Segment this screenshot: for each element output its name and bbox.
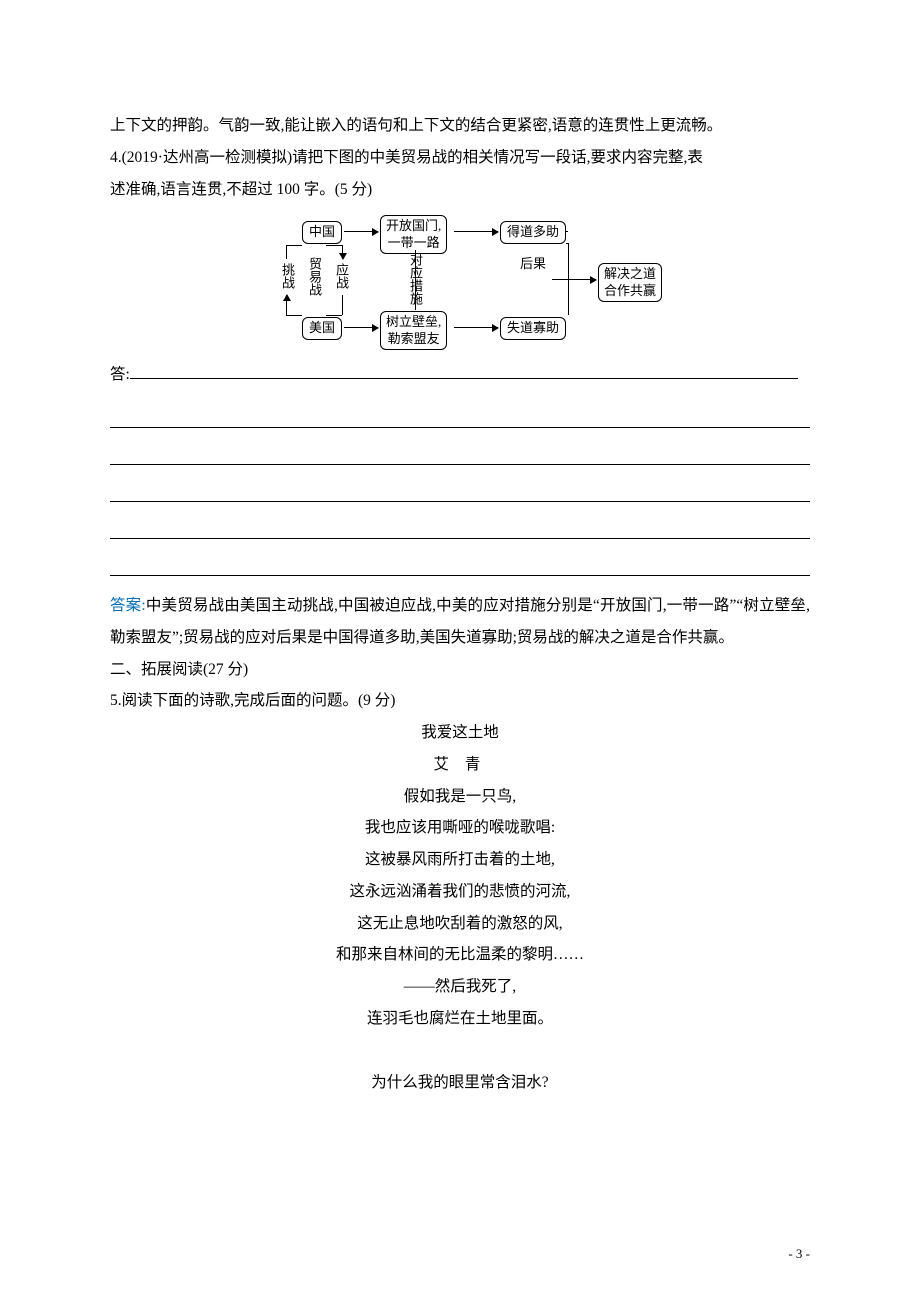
answer-line-4: [110, 475, 810, 502]
poem-line-7: 连羽毛也腐烂在土地里面。: [110, 1003, 810, 1035]
page-number: - 3 -: [788, 1246, 810, 1262]
arrow-china-open: [344, 231, 378, 232]
poem-line-4: 这无止息地吹刮着的激怒的风,: [110, 908, 810, 940]
label-challenge: 挑战: [280, 263, 294, 289]
label-tradewar: 贸易战: [307, 257, 321, 296]
arrow-usa-to-china-challenge: [286, 295, 287, 315]
q4-diagram: 中国 美国 开放国门, 一带一路 树立壁垒, 勒索盟友 得道多助 失道寡助 解决…: [250, 215, 670, 345]
q4-stem-line1: 4.(2019·达州高一检测模拟)请把下图的中美贸易战的相关情况写一段话,要求内…: [110, 142, 810, 174]
label-result-text: 后果: [520, 256, 546, 271]
q4-stem-line2: 述准确,语言连贯,不超过 100 字。(5 分): [110, 174, 810, 206]
label-respond: 应战: [334, 263, 348, 289]
arrow-result-solution: [552, 279, 596, 280]
line-result-join-bot: [568, 279, 569, 297]
node-nohelp: 失道寡助: [500, 317, 566, 339]
arrow-china-to-usa-respond: [342, 245, 343, 259]
line-right-h1: [326, 245, 342, 246]
node-solution: 解决之道 合作共赢: [598, 263, 662, 302]
line-left-h1: [286, 245, 302, 246]
line-measures-vertical: [415, 250, 416, 310]
q4-diagram-wrap: 中国 美国 开放国门, 一带一路 树立壁垒, 勒索盟友 得道多助 失道寡助 解决…: [110, 215, 810, 345]
line-help-seg: [566, 243, 568, 244]
line-left-vertical-1: [286, 245, 287, 259]
poem-line-5: 和那来自林间的无比温柔的黎明……: [110, 939, 810, 971]
poem-blank: [110, 1035, 810, 1067]
q4-answer-prefix: 答:: [110, 366, 130, 383]
answer-key-label: 答案:: [110, 597, 146, 614]
arrow-usa-wall: [344, 327, 378, 328]
poem-line-1: 我也应该用嘶哑的喉咙歌唱:: [110, 812, 810, 844]
node-open: 开放国门, 一带一路: [380, 215, 447, 254]
line-right-vertical-2: [342, 295, 343, 315]
node-solution-l2: 合作共赢: [604, 283, 656, 298]
continuation-paragraph: 上下文的押韵。气韵一致,能让嵌入的语句和上下文的结合更紧密,语意的连贯性上更流畅…: [110, 110, 810, 142]
line-help-down: [568, 243, 569, 263]
line-help-right: [566, 231, 568, 232]
section2-heading: 二、拓展阅读(27 分): [110, 654, 810, 686]
poem-line-6: ——然后我死了,: [110, 971, 810, 1003]
poem-line-b0: 为什么我的眼里常含泪水?: [110, 1067, 810, 1099]
answer-line-3: [110, 438, 810, 465]
poem-title: 我爱这土地: [110, 717, 810, 749]
poem-line-3: 这永远汹涌着我们的悲愤的河流,: [110, 876, 810, 908]
document-page: 上下文的押韵。气韵一致,能让嵌入的语句和上下文的结合更紧密,语意的连贯性上更流畅…: [0, 0, 920, 1302]
poem-line-0: 假如我是一只鸟,: [110, 781, 810, 813]
q4-answer-key: 答案:中美贸易战由美国主动挑战,中国被迫应战,中美的应对措施分别是“开放国门,一…: [110, 590, 810, 654]
answer-line-1: [130, 364, 798, 379]
answer-line-2: [110, 401, 810, 428]
node-wall: 树立壁垒, 勒索盟友: [380, 311, 447, 350]
line-right-h2: [326, 315, 342, 316]
node-usa: 美国: [302, 317, 342, 339]
answer-line-6: [110, 549, 810, 576]
node-open-l1: 开放国门,: [386, 218, 441, 233]
q5-stem: 5.阅读下面的诗歌,完成后面的问题。(9 分): [110, 685, 810, 717]
answer-key-text: 中美贸易战由美国主动挑战,中国被迫应战,中美的应对措施分别是“开放国门,一带一路…: [110, 597, 810, 646]
node-wall-l1: 树立壁垒,: [386, 314, 441, 329]
label-result: 后果: [518, 257, 548, 271]
arrow-open-help: [454, 231, 498, 232]
node-help: 得道多助: [500, 221, 566, 243]
answer-line-5: [110, 512, 810, 539]
node-open-l2: 一带一路: [388, 235, 440, 250]
arrow-wall-nohelp: [454, 327, 498, 328]
node-solution-l1: 解决之道: [604, 266, 656, 281]
line-left-h2: [286, 315, 302, 316]
poem-line-2: 这被暴风雨所打击着的土地,: [110, 844, 810, 876]
line-nohelp-up: [568, 297, 569, 315]
poem-author: 艾 青: [110, 749, 810, 781]
node-wall-l2: 勒索盟友: [388, 331, 440, 346]
q4-answer-area: 答:: [110, 359, 810, 576]
line-result-join-top: [568, 263, 569, 279]
node-china: 中国: [302, 221, 342, 243]
